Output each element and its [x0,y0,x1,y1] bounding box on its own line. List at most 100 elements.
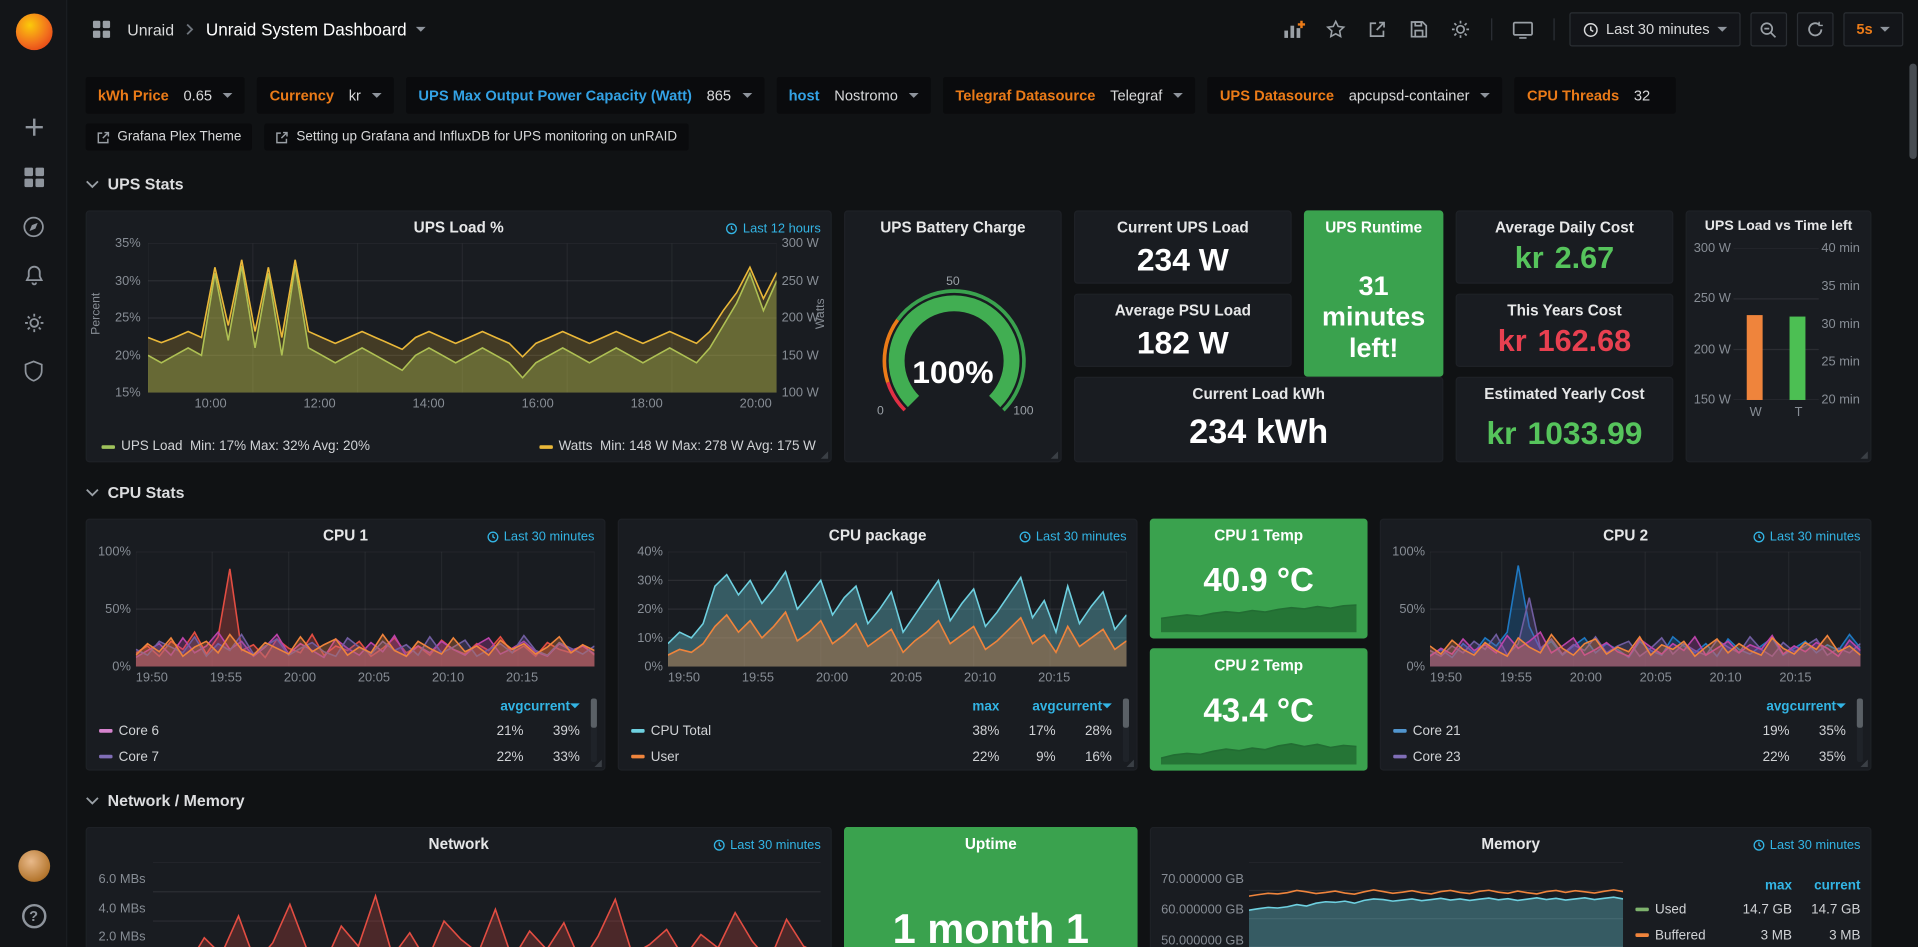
legend-table: max avg current CPU Total 38% 17% 28% Us… [631,696,1112,769]
legend-item[interactable]: UPS Load Min: 17% Max: 32% Avg: 20% [101,439,370,454]
cpu2-chart[interactable] [1429,551,1861,667]
legend-row[interactable]: User 22% 9% 16% [631,744,1112,770]
star-icon[interactable] [1320,12,1352,46]
panel-ups-load: UPS Load % Last 12 hours Percent 35% 30% 2… [85,210,832,463]
panel-title[interactable]: UPS Load % [413,218,504,237]
legend-header[interactable]: avg current [1393,696,1846,718]
time-range-picker[interactable]: Last 30 minutes [1569,12,1741,47]
panel-title[interactable]: Current Load kWh [1192,385,1325,403]
panel-title[interactable]: Network [428,835,489,853]
panel-resize-handle[interactable] [1860,451,1868,459]
legend-item[interactable]: Watts Min: 148 W Max: 278 W Avg: 175 W [539,439,816,454]
page-scrollbar[interactable] [1909,63,1917,160]
panel-cpu2-temp: CPU 2 Temp 43.4 °C [1149,648,1368,771]
grafana-logo[interactable] [0,10,67,54]
panel-title[interactable]: UPS Battery Charge [880,218,1026,237]
variable-input-cpu-threads[interactable]: CPU Threads 32 [1514,77,1677,114]
panel-title[interactable]: CPU 2 [1603,527,1649,545]
section-cpu-stats[interactable]: CPU Stats [86,483,185,502]
network-chart[interactable] [152,862,821,947]
dashboard-link[interactable]: Setting up Grafana and InfluxDB for UPS … [264,123,689,151]
variable-dropdown[interactable]: UPS Datasource apcupsd-container [1207,77,1503,114]
panel-title[interactable]: Uptime [964,835,1017,853]
cpu-package-chart[interactable] [667,551,1127,667]
alerting-icon[interactable] [0,253,67,297]
help-icon[interactable]: ? [0,894,67,938]
series-marker [631,729,645,733]
legend-header[interactable]: avg current [99,696,580,718]
user-avatar[interactable] [0,844,67,888]
dashboard-grid-icon[interactable] [86,12,118,46]
legend-row[interactable]: Used 14.7 GB 14.7 GB [1635,897,1860,923]
panel-title[interactable]: Estimated Yearly Cost [1484,385,1645,403]
variable-dropdown[interactable]: Telegraf Datasource Telegraf [943,77,1196,114]
x-tick: 20:00 [815,670,849,685]
panel-title[interactable]: CPU package [828,527,927,545]
panel-resize-handle[interactable] [594,759,602,767]
share-icon[interactable] [1361,12,1393,46]
dashboard-link[interactable]: Grafana Plex Theme [85,123,253,151]
legend-row[interactable]: CPU Total 38% 17% 28% [631,718,1112,744]
panel-title[interactable]: UPS Runtime [1325,218,1423,237]
panel-title[interactable]: CPU 1 Temp [1214,527,1304,545]
panel-resize-handle[interactable] [820,451,829,459]
server-admin-icon[interactable] [0,349,67,393]
stat-value: 31 minutes left! [1322,270,1426,363]
ups-bars-chart[interactable] [1733,248,1819,400]
panel-average-psu-load: Average PSU Load 182 W [1073,293,1292,367]
configuration-icon[interactable] [0,301,67,345]
panel-title[interactable]: CPU 2 Temp [1214,656,1304,674]
legend-scrollbar[interactable] [590,698,597,763]
legend-row[interactable]: Core 21 19% 35% [1393,718,1846,744]
variable-dropdown[interactable]: UPS Max Output Power Capacity (Watt) 865 [406,77,765,114]
create-icon[interactable] [0,105,67,149]
x-tick: 20:05 [889,670,923,685]
memory-chart[interactable] [1248,862,1624,947]
panel-resize-handle[interactable] [1860,759,1868,767]
variable-dropdown[interactable]: host Nostromo [776,77,931,114]
legend-row[interactable]: Core 23 22% 35% [1393,744,1846,770]
panel-title[interactable]: UPS Load vs Time left [1704,218,1853,234]
variable-dropdown[interactable]: Currency kr [257,77,394,114]
zoom-out-icon[interactable] [1749,12,1787,47]
section-network-memory[interactable]: Network / Memory [86,791,245,810]
save-icon[interactable] [1403,12,1435,46]
panel-title[interactable]: CPU 1 [323,527,369,545]
breadcrumb-folder[interactable]: Unraid [127,20,175,39]
panel-title[interactable]: This Years Cost [1507,302,1622,320]
breadcrumb-dashboard-title[interactable]: Unraid System Dashboard [205,19,407,40]
stat-value: kr 1033.99 [1486,414,1643,452]
legend-header[interactable]: max current [1765,878,1861,893]
legend-row[interactable]: Core 7 22% 33% [99,744,580,770]
legend-row[interactable]: Buffered 3 MB 3 MB [1635,922,1860,947]
series-marker [1635,933,1649,937]
panel-resize-handle[interactable] [1050,451,1059,459]
panel-title[interactable]: Average PSU Load [1114,302,1251,320]
add-panel-icon[interactable] [1278,12,1310,46]
panel-title[interactable]: Memory [1481,835,1540,853]
refresh-icon[interactable] [1796,12,1834,47]
legend-scrollbar[interactable] [1856,698,1863,763]
series-marker [99,754,113,759]
refresh-interval-select[interactable]: 5s [1842,12,1904,47]
x-tick: 19:55 [1499,670,1532,685]
settings-icon[interactable] [1445,12,1477,46]
variable-dropdown[interactable]: kWh Price 0.65 [85,77,246,114]
legend-scrollbar[interactable] [1122,698,1130,763]
legend-header[interactable]: max avg current [631,696,1112,718]
legend-row[interactable]: Core 6 21% 39% [99,718,580,744]
cpu1-chart[interactable] [135,551,595,667]
section-ups-stats[interactable]: UPS Stats [86,175,184,193]
chevron-down-icon[interactable] [416,26,427,37]
y-tick: 300 W [781,236,819,251]
series-marker [539,444,553,449]
dashboards-icon[interactable] [0,155,67,199]
explore-icon[interactable] [0,204,67,248]
clock-icon [1019,531,1031,543]
panel-resize-handle[interactable] [1126,759,1134,767]
panel-title[interactable]: Current UPS Load [1116,218,1249,237]
panel-title[interactable]: Average Daily Cost [1495,218,1634,237]
tv-icon[interactable] [1507,12,1539,46]
clock-icon [487,531,499,543]
ups-load-chart[interactable] [148,243,777,393]
